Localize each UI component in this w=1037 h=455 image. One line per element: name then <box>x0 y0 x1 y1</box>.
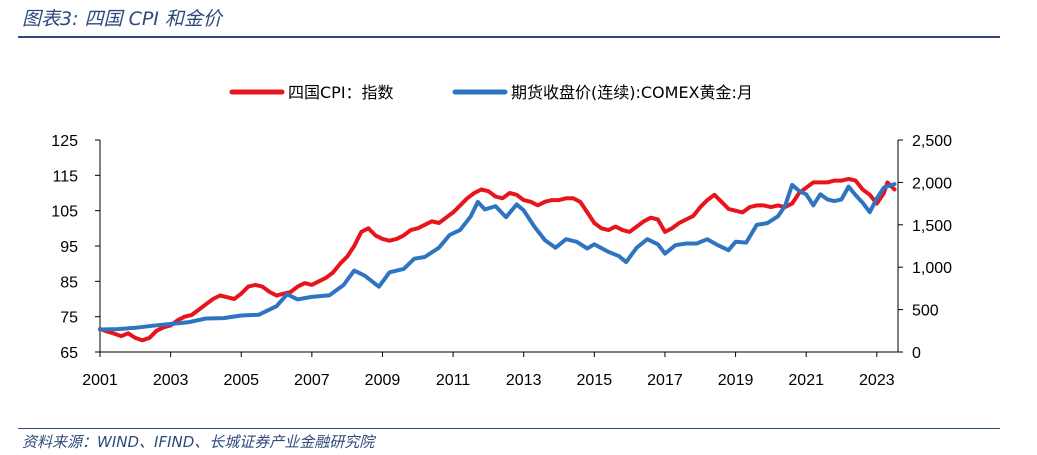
x-tick-label: 2017 <box>647 372 683 389</box>
y-right-tick-label: 2,500 <box>912 133 952 150</box>
x-tick-label: 2011 <box>436 372 471 389</box>
cpi-series-line <box>98 176 897 343</box>
x-tick-label: 2001 <box>82 372 118 389</box>
y-right-tick-label: 1,000 <box>912 260 952 277</box>
figure-title: 图表3: 四国 CPI 和金价 <box>22 8 222 30</box>
x-tick-label: 2009 <box>365 372 401 389</box>
y-left-tick-label: 75 <box>60 310 78 327</box>
y-left-tick-label: 115 <box>52 168 78 185</box>
source-divider <box>18 428 1000 429</box>
chart-axes: 65 75 85 95 105 115 125 0 500 1,000 1,500 2,000 2,50… <box>51 133 952 389</box>
y-left-tick-label: 95 <box>60 239 78 256</box>
source-note: 资料来源：WIND、IFIND、长城证券产业金融研究院 <box>22 433 375 451</box>
legend-label-cpi: 四国CPI：指数 <box>288 83 394 102</box>
y-left-tick-label: 105 <box>51 204 78 221</box>
x-tick-label: 2003 <box>153 372 189 389</box>
y-right-tick-label: 0 <box>912 345 921 362</box>
x-tick-label: 2023 <box>859 372 895 389</box>
y-left-tick-label: 85 <box>60 274 78 291</box>
x-tick-label: 2005 <box>223 372 259 389</box>
gold-series-line <box>98 182 897 332</box>
chart-legend: 四国CPI：指数 期货收盘价(连续):COMEX黄金:月 <box>229 83 753 102</box>
title-divider <box>18 36 1000 38</box>
x-tick-label: 2013 <box>506 372 542 389</box>
y-right-tick-label: 2,000 <box>912 175 952 192</box>
y-right-tick-label: 500 <box>912 303 939 320</box>
y-left-tick-label: 65 <box>60 345 78 362</box>
legend-label-gold: 期货收盘价(连续):COMEX黄金:月 <box>511 83 753 102</box>
y-left-tick-label: 125 <box>51 133 78 150</box>
y-right-tick-label: 1,500 <box>912 218 952 235</box>
x-tick-label: 2021 <box>788 372 824 389</box>
x-tick-label: 2015 <box>577 372 613 389</box>
x-tick-label: 2007 <box>294 372 330 389</box>
chart-series <box>98 176 897 343</box>
x-tick-label: 2019 <box>718 372 754 389</box>
